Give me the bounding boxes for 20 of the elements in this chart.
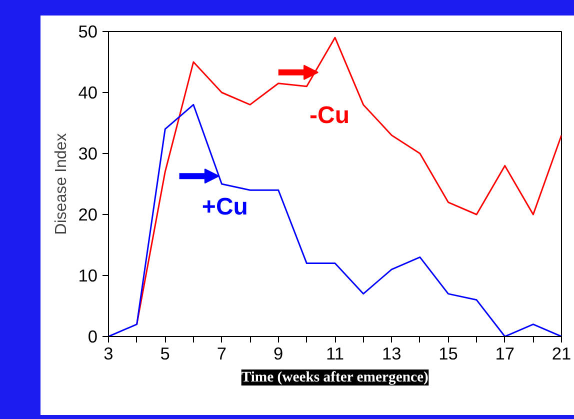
y-tick-label: 50 (78, 22, 98, 42)
line-series (136, 36, 562, 326)
x-tick-label: 5 (160, 344, 170, 364)
x-tick-label: 9 (274, 344, 284, 364)
y-tick-label: 20 (78, 204, 98, 224)
y-tick-label: 30 (78, 144, 98, 164)
x-axis-title: Time (weeks after emergence) (241, 370, 429, 386)
y-tick-label: 40 (78, 82, 98, 102)
y-tick-label: 10 (78, 266, 98, 286)
x-tick-label: 21 (552, 344, 572, 364)
x-tick-label: 17 (495, 344, 515, 364)
y-axis-title: Disease Index (53, 133, 70, 235)
x-tick-label: 15 (438, 344, 458, 364)
x-tick-label: 13 (382, 344, 402, 364)
legend-label: -Cu (310, 102, 350, 130)
legend-label: +Cu (202, 194, 248, 221)
x-tick-label: 7 (216, 344, 227, 364)
x-tick-label: 3 (104, 344, 114, 364)
x-tick-label: 11 (326, 344, 344, 364)
y-tick-label: 0 (88, 326, 98, 346)
